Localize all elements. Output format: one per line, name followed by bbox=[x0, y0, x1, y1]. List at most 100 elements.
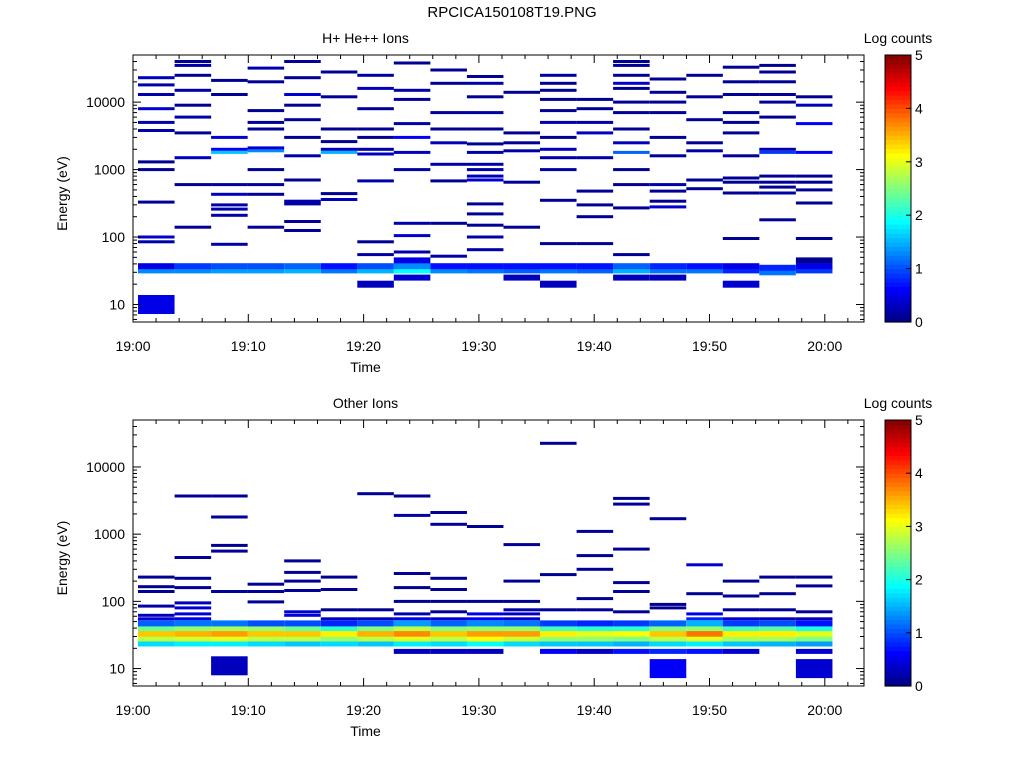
heatmap-cell bbox=[247, 183, 285, 187]
heatmap-cell bbox=[320, 630, 358, 637]
heatmap-cell bbox=[430, 254, 467, 258]
heatmap-cell bbox=[393, 250, 431, 254]
colorbar-swatch bbox=[885, 464, 911, 470]
colorbar-swatch bbox=[885, 59, 911, 65]
colorbar-swatch bbox=[885, 99, 911, 105]
heatmap-cell bbox=[284, 60, 321, 63]
x-tick-label: 19:00 bbox=[115, 338, 150, 354]
heatmap-cell bbox=[284, 267, 321, 274]
heatmap-cell bbox=[284, 118, 321, 122]
heatmap-cell bbox=[759, 115, 796, 119]
heatmap-cell bbox=[540, 263, 577, 270]
heatmap-cell bbox=[393, 513, 431, 517]
heatmap-cells bbox=[138, 441, 833, 679]
heatmap-cell bbox=[393, 612, 431, 616]
colorbar-swatch bbox=[885, 495, 911, 501]
y-tick-label: 10 bbox=[109, 296, 125, 312]
heatmap-cell bbox=[649, 625, 687, 632]
heatmap-cell bbox=[613, 635, 650, 642]
heatmap-cell bbox=[284, 559, 321, 563]
heatmap-cell bbox=[540, 635, 577, 642]
heatmap-cell bbox=[138, 635, 175, 642]
heatmap-cell bbox=[503, 608, 541, 612]
heatmap-cell bbox=[430, 111, 467, 115]
heatmap-cell bbox=[393, 135, 431, 139]
colorbar-swatch bbox=[885, 210, 911, 216]
heatmap-cell bbox=[357, 152, 394, 156]
x-tick-label: 19:20 bbox=[346, 702, 381, 718]
heatmap-cell bbox=[357, 107, 394, 111]
heatmap-cell bbox=[174, 606, 212, 610]
heatmap-cell bbox=[393, 267, 431, 274]
heatmap-cell bbox=[722, 648, 760, 654]
heatmap-cell bbox=[357, 73, 394, 77]
colorbar-swatch bbox=[885, 504, 911, 510]
heatmap-cell bbox=[393, 617, 431, 621]
heatmap-cell bbox=[613, 274, 650, 281]
colorbar-tick-label: 2 bbox=[915, 207, 923, 223]
colorbar-swatch bbox=[885, 148, 911, 154]
colorbar-swatch bbox=[885, 259, 911, 265]
heatmap-cell bbox=[357, 639, 394, 647]
heatmap-cell bbox=[795, 584, 833, 588]
heatmap-cell bbox=[649, 199, 687, 203]
heatmap-cell bbox=[613, 150, 650, 154]
colorbar-swatch bbox=[885, 681, 911, 687]
colorbar-swatch bbox=[885, 646, 911, 652]
heatmap-cell bbox=[430, 617, 467, 621]
colorbar-swatch bbox=[885, 175, 911, 181]
heatmap-cell bbox=[357, 263, 394, 270]
heatmap-cell bbox=[686, 617, 723, 621]
heatmap-cell bbox=[613, 141, 650, 145]
x-tick-label: 19:30 bbox=[461, 702, 496, 718]
heatmap-cell bbox=[138, 160, 175, 164]
colorbar-swatch bbox=[885, 201, 911, 207]
colorbar-swatch bbox=[885, 299, 911, 305]
colorbar-swatch bbox=[885, 659, 911, 665]
heatmap-cell bbox=[174, 586, 212, 590]
heatmap-cell bbox=[430, 221, 467, 225]
heatmap-cell bbox=[795, 625, 833, 632]
heatmap-cell bbox=[722, 154, 760, 158]
heatmap-cell bbox=[466, 174, 504, 178]
heatmap-cell bbox=[174, 88, 212, 92]
colorbar-swatch bbox=[885, 584, 911, 590]
heatmap-cell bbox=[430, 588, 467, 591]
heatmap-cell bbox=[576, 156, 614, 160]
heatmap-cell bbox=[722, 180, 760, 184]
heatmap-cell bbox=[247, 149, 285, 153]
heatmap-cell bbox=[722, 608, 760, 612]
heatmap-cell bbox=[466, 617, 504, 621]
heatmap-cell bbox=[540, 135, 577, 139]
heatmap-cell bbox=[174, 625, 212, 632]
x-axis-label: Time bbox=[350, 723, 381, 739]
heatmap-cell bbox=[174, 103, 212, 107]
heatmap-cell bbox=[649, 100, 687, 104]
heatmap-cell bbox=[174, 635, 212, 642]
colorbar-swatch bbox=[885, 575, 911, 581]
heatmap-cell bbox=[320, 198, 358, 201]
heatmap-cell bbox=[174, 576, 212, 580]
heatmap-cell bbox=[649, 606, 687, 610]
heatmap-cell bbox=[722, 635, 760, 642]
colorbar-swatch bbox=[885, 437, 911, 443]
heatmap-cell bbox=[393, 620, 431, 627]
heatmap-cell bbox=[795, 617, 833, 621]
heatmap-cell bbox=[613, 111, 650, 115]
heatmap-cell bbox=[174, 620, 212, 627]
heatmap-cell bbox=[393, 635, 431, 642]
heatmap-cell bbox=[613, 100, 650, 104]
heatmap-cell bbox=[576, 625, 614, 632]
colorbar-swatch bbox=[885, 72, 911, 78]
colorbar-swatch bbox=[885, 313, 911, 319]
y-tick-label: 10 bbox=[109, 661, 125, 677]
heatmap-cell bbox=[247, 225, 285, 229]
heatmap-cell bbox=[613, 168, 650, 172]
colorbar-swatch bbox=[885, 442, 911, 448]
heatmap-cell bbox=[430, 127, 467, 131]
heatmap-cell bbox=[649, 263, 687, 270]
colorbar-swatch bbox=[885, 304, 911, 310]
heatmap-cell bbox=[466, 168, 504, 172]
colorbar-swatch bbox=[885, 663, 911, 669]
heatmap-cell bbox=[174, 263, 212, 270]
